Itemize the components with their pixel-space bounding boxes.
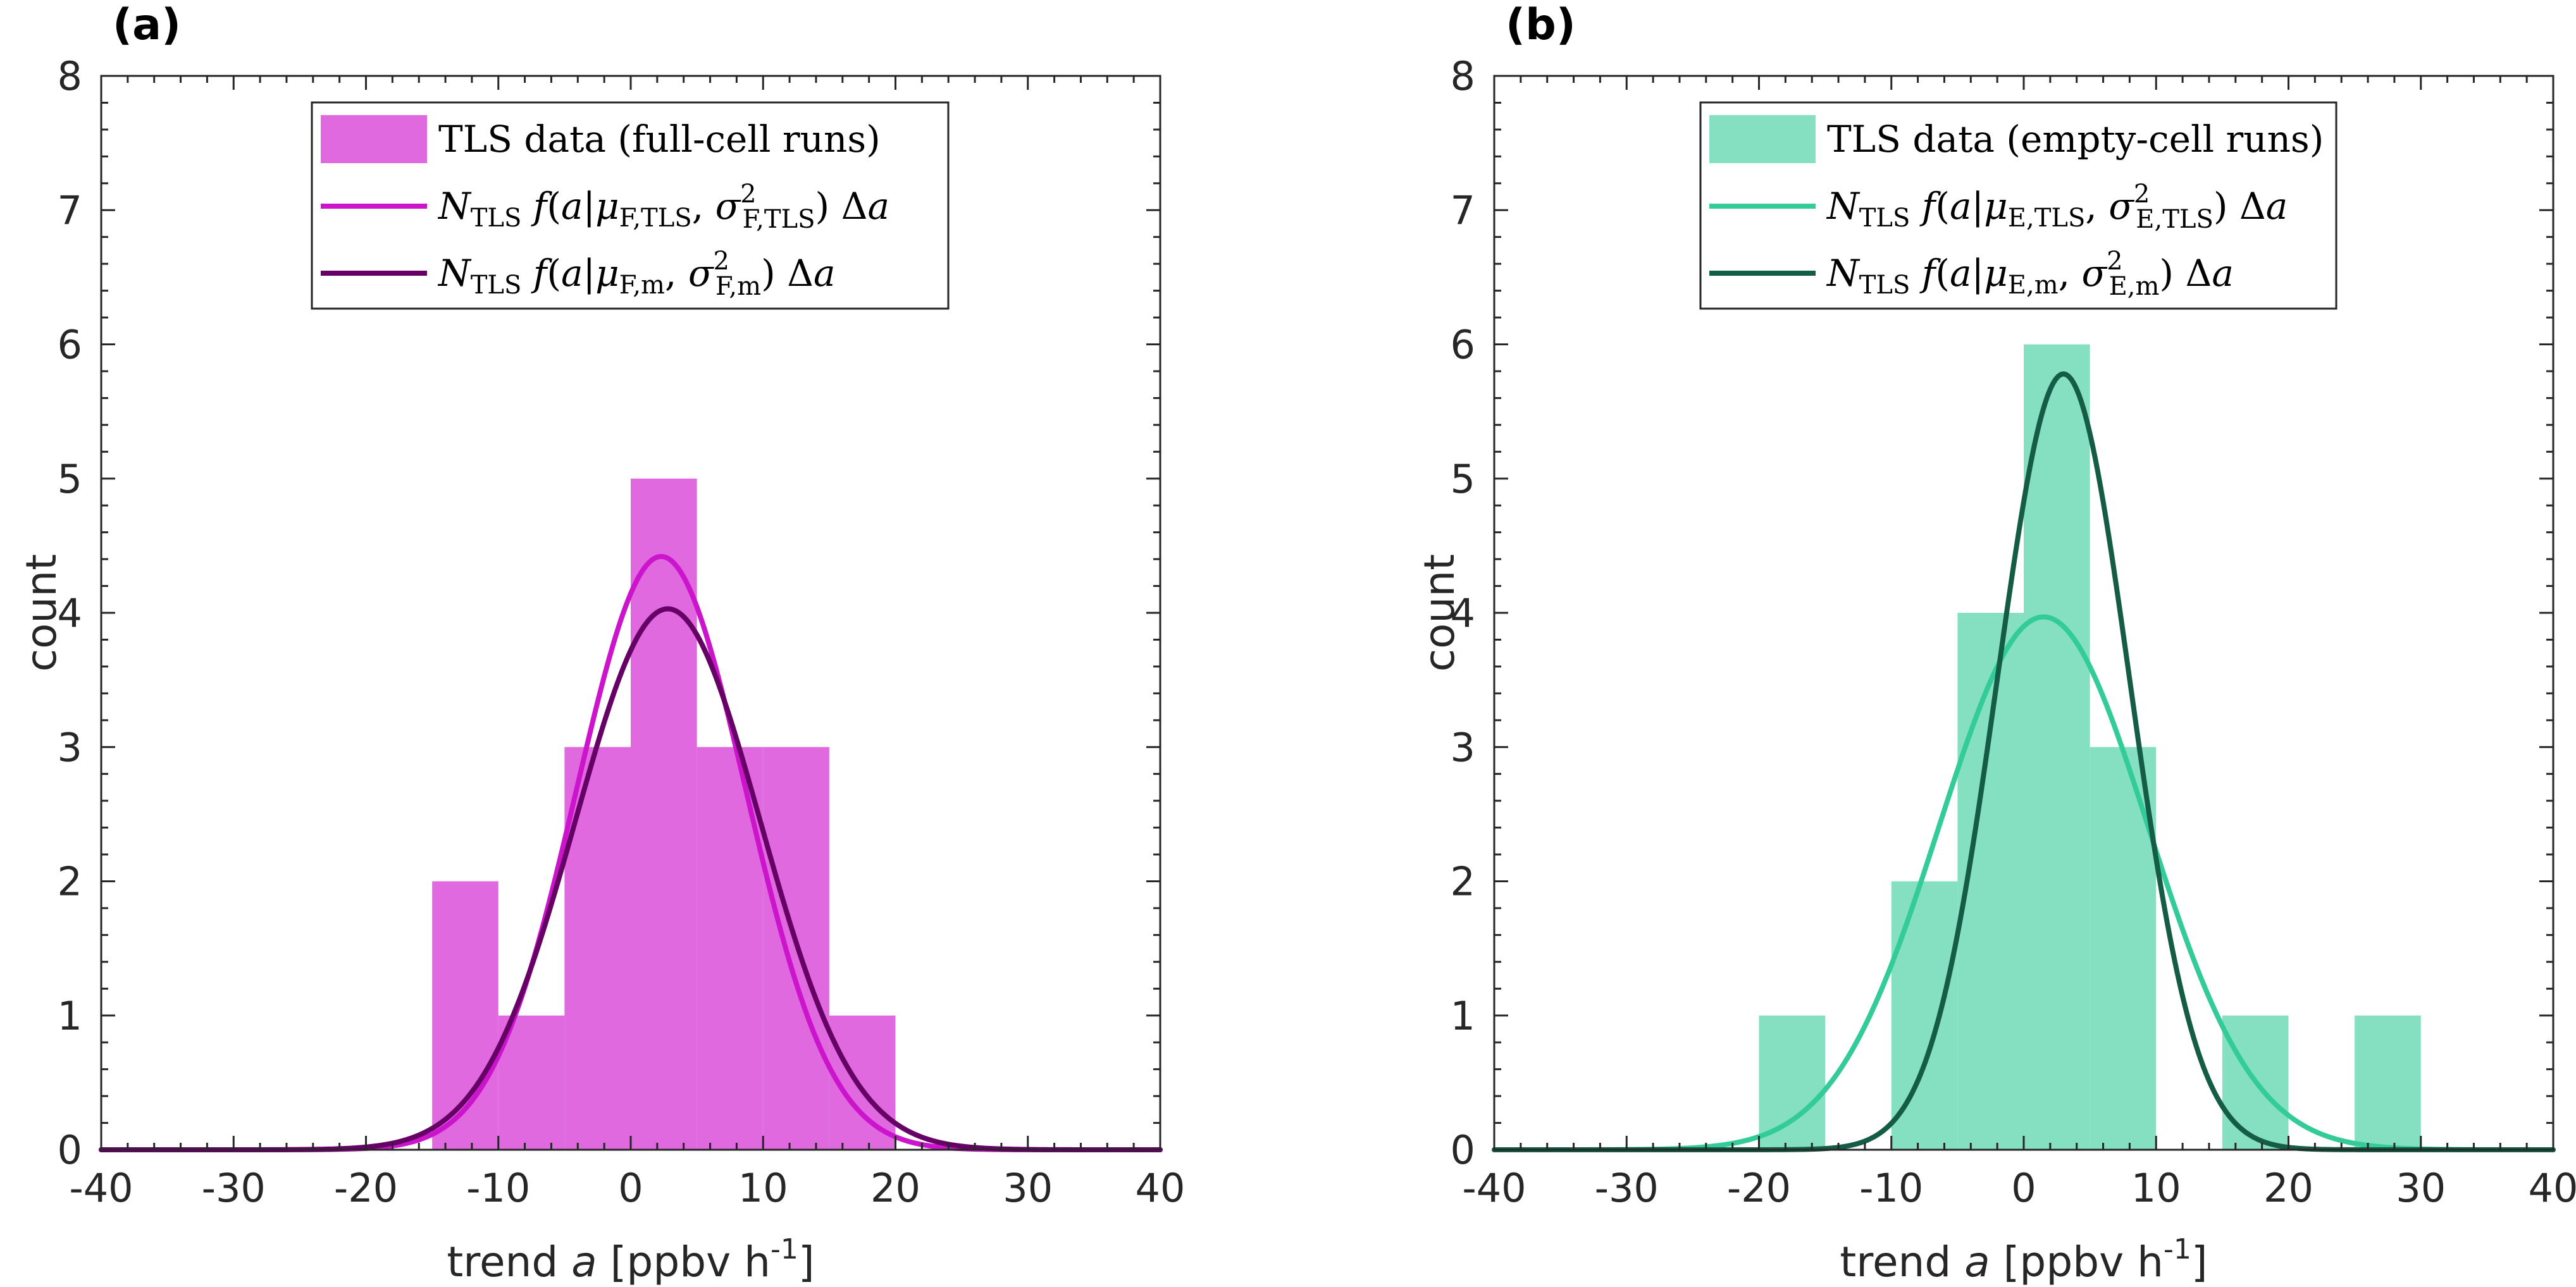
y-tick-label: 3 xyxy=(58,724,82,770)
x-tick-label: 30 xyxy=(2396,1165,2446,1211)
legend: TLS data (full-cell runs) NTLS f(a|μF,TLS… xyxy=(311,101,950,310)
panel-label: (a) xyxy=(113,0,181,50)
panel-label: (b) xyxy=(1506,0,1576,50)
x-tick-label: -30 xyxy=(1595,1165,1659,1211)
legend-swatch-bar xyxy=(321,115,427,163)
y-tick-label: 0 xyxy=(1451,1127,1475,1173)
y-tick-label: 4 xyxy=(58,590,82,636)
legend-swatch-bar xyxy=(1709,115,1816,163)
x-tick-label: 20 xyxy=(870,1165,920,1211)
x-tick-label: 20 xyxy=(2263,1165,2313,1211)
x-tick-label: -40 xyxy=(1462,1165,1526,1211)
legend-entry-text: TLS data (empty-cell runs) xyxy=(1827,118,2324,161)
y-tick-label: 6 xyxy=(1451,322,1475,368)
y-tick-label: 7 xyxy=(1451,187,1475,233)
y-tick-label: 8 xyxy=(58,53,82,99)
y-tick-label: 2 xyxy=(58,859,82,905)
y-tick-label: 8 xyxy=(1451,53,1475,99)
y-tick-label: 2 xyxy=(1451,859,1475,905)
legend: TLS data (empty-cell runs) NTLS f(a|μE,TL… xyxy=(1699,101,2338,310)
histogram-bar xyxy=(2024,344,2090,1150)
x-axis-title: trend a [ppbv h-1] xyxy=(447,1233,814,1286)
x-tick-label: 0 xyxy=(2011,1165,2036,1211)
legend-entry-text: NTLS f(a|μF,m, σ2 F,m) Δa xyxy=(437,247,836,301)
y-tick-label: 4 xyxy=(1451,590,1475,636)
y-axis-title: count xyxy=(17,554,66,672)
y-tick-label: 5 xyxy=(1451,456,1475,502)
y-tick-label: 1 xyxy=(58,993,82,1039)
legend-entry-text: NTLS f(a|μE,TLS, σ2 E,TLS) Δa xyxy=(1826,180,2288,234)
y-axis-title: count xyxy=(1415,554,1464,672)
y-tick-label: 7 xyxy=(58,187,82,233)
chart-panel-b: -40 -30 -20 -10 0 10 20 30 40 0 1 2 3 4 5 6 7 8 trend a [p… xyxy=(1415,0,2576,1286)
x-tick-label: -10 xyxy=(466,1165,530,1211)
x-tick-label: -20 xyxy=(334,1165,398,1211)
x-tick-label: -10 xyxy=(1859,1165,1923,1211)
y-tick-label: 1 xyxy=(1451,993,1475,1039)
y-tick-label: 0 xyxy=(58,1127,82,1173)
x-tick-label: 0 xyxy=(618,1165,643,1211)
histogram-bar xyxy=(498,1015,565,1150)
x-axis-title: trend a [ppbv h-1] xyxy=(1840,1233,2207,1286)
histogram-bar xyxy=(2355,1015,2421,1150)
histogram-bar xyxy=(1759,1015,1826,1150)
x-tick-label: -20 xyxy=(1727,1165,1791,1211)
y-tick-label: 6 xyxy=(58,322,82,368)
y-tick-label: 3 xyxy=(1451,724,1475,770)
x-tick-label: -40 xyxy=(69,1165,133,1211)
x-tick-label: 10 xyxy=(2131,1165,2181,1211)
chart-panel-a: -40 -30 -20 -10 0 10 20 30 40 0 1 2 3 4 5 6 7 8 trend a [p… xyxy=(17,0,1185,1286)
legend-entry-text: NTLS f(a|μF,TLS, σ2 F,TLS) Δa xyxy=(437,180,889,234)
x-tick-label: 30 xyxy=(1003,1165,1053,1211)
x-tick-label: 10 xyxy=(738,1165,788,1211)
histogram-bar xyxy=(697,747,764,1150)
x-tick-label: 40 xyxy=(2529,1165,2576,1211)
x-tick-label: 40 xyxy=(1136,1165,1186,1211)
histogram-bar xyxy=(631,478,697,1150)
y-tick-label: 5 xyxy=(58,456,82,502)
x-tick-label: -30 xyxy=(202,1165,266,1211)
legend-entry-text: TLS data (full-cell runs) xyxy=(438,118,881,161)
legend-entry-text: NTLS f(a|μE,m, σ2 E,m) Δa xyxy=(1826,247,2234,301)
